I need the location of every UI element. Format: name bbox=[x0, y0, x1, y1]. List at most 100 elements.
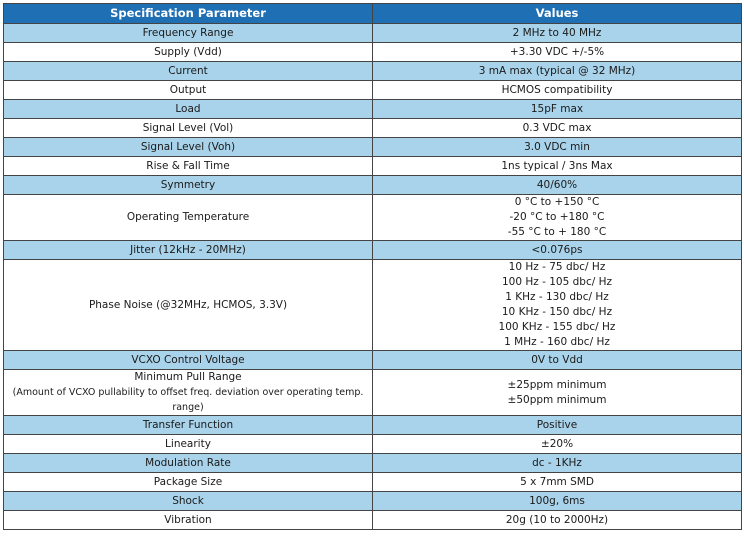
table-row: Package Size 5 x 7mm SMD bbox=[3, 472, 742, 492]
table-row: Vibration 20g (10 to 2000Hz) bbox=[3, 510, 742, 530]
parameter-text: Operating Temperature bbox=[126, 211, 250, 223]
parameter-text: Jitter (12kHz - 20MHz) bbox=[130, 243, 246, 256]
value-text: 3 mA max (typical @ 32 MHz) bbox=[478, 64, 636, 77]
parameter-cell: Output bbox=[3, 80, 373, 100]
value-cell: 20g (10 to 2000Hz) bbox=[372, 510, 742, 530]
parameter-cell: Signal Level (Vol) bbox=[3, 118, 373, 138]
parameter-text: Symmetry bbox=[160, 178, 216, 191]
parameter-cell: Package Size bbox=[3, 472, 373, 492]
table-row: Shock 100g, 6ms bbox=[3, 491, 742, 511]
value-text: 1ns typical / 3ns Max bbox=[501, 159, 613, 172]
parameter-cell: Shock bbox=[3, 491, 373, 511]
parameter-text: Transfer Function bbox=[142, 418, 234, 431]
value-text: 100 Hz - 105 dbc/ Hz bbox=[501, 276, 612, 288]
parameter-cell: Load bbox=[3, 99, 373, 119]
parameter-text: Package Size bbox=[153, 475, 223, 488]
table-row: Operating Temperature 0 °C to +150 °C -20 … bbox=[3, 194, 742, 241]
value-cell: 3.0 VDC min bbox=[372, 137, 742, 157]
value-text: 40/60% bbox=[536, 178, 578, 191]
value-cell: 0.3 VDC max bbox=[372, 118, 742, 138]
value-text: ±50ppm minimum bbox=[507, 393, 607, 406]
value-text: 15pF max bbox=[530, 102, 584, 115]
parameter-cell: Jitter (12kHz - 20MHz) bbox=[3, 240, 373, 260]
value-text: HCMOS compatibility bbox=[501, 83, 613, 96]
parameter-text: Linearity bbox=[165, 437, 211, 450]
parameter-text: VCXO Control Voltage bbox=[131, 353, 245, 366]
parameter-text: Signal Level (Vol) bbox=[142, 121, 234, 134]
parameter-cell: Frequency Range bbox=[3, 23, 373, 43]
value-text: +3.30 VDC +/-5% bbox=[509, 45, 605, 58]
value-cell: ±20% bbox=[372, 434, 742, 454]
parameter-cell: Vibration bbox=[3, 510, 373, 530]
table-row: Load 15pF max bbox=[3, 99, 742, 119]
value-text: 5 x 7mm SMD bbox=[520, 475, 594, 488]
parameter-cell: Rise & Fall Time bbox=[3, 156, 373, 176]
table-row: Symmetry 40/60% bbox=[3, 175, 742, 195]
specification-table: Specification Parameter Values Frequency… bbox=[3, 3, 742, 530]
table-row: Minimum Pull Range (Amount of VCXO pullab… bbox=[3, 369, 742, 416]
value-text: 10 Hz - 75 dbc/ Hz bbox=[508, 261, 606, 273]
parameter-cell: Supply (Vdd) bbox=[3, 42, 373, 62]
parameter-cell: Phase Noise (@32MHz, HCMOS, 3.3V) bbox=[3, 259, 373, 351]
value-cell: ±25ppm minimum ±50ppm minimum bbox=[372, 369, 742, 416]
header-values: Values bbox=[372, 3, 742, 24]
value-text: 2 MHz to 40 MHz bbox=[512, 26, 602, 39]
value-cell: <0.076ps bbox=[372, 240, 742, 260]
parameter-text: Output bbox=[169, 83, 207, 96]
value-text: 1 MHz - 160 dbc/ Hz bbox=[504, 336, 610, 348]
table-body: Frequency Range 2 MHz to 40 MHz Supply (Vd… bbox=[3, 23, 742, 530]
value-text: 100g, 6ms bbox=[529, 494, 585, 507]
value-text: <0.076ps bbox=[531, 243, 583, 256]
value-text: 20g (10 to 2000Hz) bbox=[505, 513, 609, 526]
value-text: 0V to Vdd bbox=[531, 353, 583, 366]
parameter-cell: Linearity bbox=[3, 434, 373, 454]
parameter-cell: Modulation Rate bbox=[3, 453, 373, 473]
value-text: 10 KHz - 150 dbc/ Hz bbox=[501, 306, 613, 318]
parameter-cell: VCXO Control Voltage bbox=[3, 350, 373, 370]
table-row: Signal Level (Voh) 3.0 VDC min bbox=[3, 137, 742, 157]
parameter-text: Load bbox=[175, 102, 201, 115]
parameter-text: Vibration bbox=[164, 513, 212, 526]
value-cell: 0V to Vdd bbox=[372, 350, 742, 370]
parameter-text: (Amount of VCXO pullability to offset fr… bbox=[12, 387, 364, 413]
parameter-text: Supply (Vdd) bbox=[154, 45, 222, 58]
value-cell: 100g, 6ms bbox=[372, 491, 742, 511]
parameter-text: Current bbox=[168, 64, 208, 77]
table-row: Rise & Fall Time 1ns typical / 3ns Max bbox=[3, 156, 742, 176]
value-cell: 5 x 7mm SMD bbox=[372, 472, 742, 492]
table-row: Signal Level (Vol) 0.3 VDC max bbox=[3, 118, 742, 138]
value-text: ±25ppm minimum bbox=[507, 378, 607, 391]
value-cell: 40/60% bbox=[372, 175, 742, 195]
table-row: Jitter (12kHz - 20MHz) <0.076ps bbox=[3, 240, 742, 260]
value-text: Positive bbox=[536, 418, 578, 431]
value-cell: 0 °C to +150 °C -20 °C to +180 °C -55 °C t… bbox=[372, 194, 742, 241]
table-row: Current 3 mA max (typical @ 32 MHz) bbox=[3, 61, 742, 81]
value-text: 100 KHz - 155 dbc/ Hz bbox=[498, 321, 616, 333]
parameter-cell: Minimum Pull Range (Amount of VCXO pullab… bbox=[3, 369, 373, 416]
table-row: Phase Noise (@32MHz, HCMOS, 3.3V) 10 Hz -… bbox=[3, 259, 742, 351]
header-parameter: Specification Parameter bbox=[3, 3, 373, 24]
value-text: ±20% bbox=[540, 437, 574, 450]
table-row: VCXO Control Voltage 0V to Vdd bbox=[3, 350, 742, 370]
value-cell: 10 Hz - 75 dbc/ Hz 100 Hz - 105 dbc/ Hz 1 … bbox=[372, 259, 742, 351]
parameter-text: Minimum Pull Range bbox=[134, 371, 242, 383]
value-cell: 3 mA max (typical @ 32 MHz) bbox=[372, 61, 742, 81]
value-text: -55 °C to + 180 °C bbox=[507, 226, 607, 238]
header-row: Specification Parameter Values bbox=[3, 3, 742, 24]
parameter-text: Phase Noise (@32MHz, HCMOS, 3.3V) bbox=[88, 298, 288, 311]
value-text: dc - 1KHz bbox=[532, 456, 582, 469]
parameter-text: Shock bbox=[172, 494, 204, 507]
value-cell: +3.30 VDC +/-5% bbox=[372, 42, 742, 62]
value-cell: 15pF max bbox=[372, 99, 742, 119]
parameter-cell: Current bbox=[3, 61, 373, 81]
table-row: Output HCMOS compatibility bbox=[3, 80, 742, 100]
value-text: -20 °C to +180 °C bbox=[509, 211, 605, 223]
value-text: 0 °C to +150 °C bbox=[514, 196, 600, 208]
table-row: Linearity ±20% bbox=[3, 434, 742, 454]
parameter-cell: Operating Temperature bbox=[3, 194, 373, 241]
table-row: Supply (Vdd) +3.30 VDC +/-5% bbox=[3, 42, 742, 62]
parameter-text: Frequency Range bbox=[142, 26, 234, 39]
parameter-cell: Signal Level (Voh) bbox=[3, 137, 373, 157]
parameter-text: Signal Level (Voh) bbox=[140, 140, 236, 153]
value-text: 1 KHz - 130 dbc/ Hz bbox=[505, 291, 609, 303]
